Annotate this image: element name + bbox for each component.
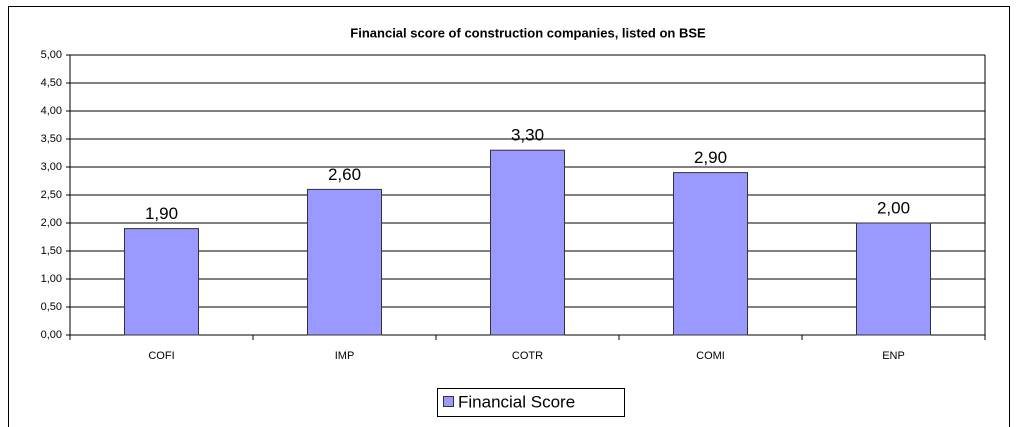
- y-tick-label: 0,00: [41, 329, 62, 341]
- bar: [856, 222, 931, 336]
- data-label: 3,30: [511, 126, 544, 145]
- x-tick-label: COMI: [696, 350, 725, 362]
- data-label: 2,90: [694, 148, 727, 167]
- data-label: 2,00: [877, 198, 910, 217]
- bar: [490, 149, 565, 336]
- bar: [124, 228, 199, 336]
- y-tick-label: 0,50: [41, 301, 62, 313]
- chart-title: Financial score of construction companie…: [350, 25, 706, 40]
- data-label: 1,90: [145, 204, 178, 223]
- legend-swatch: [443, 396, 454, 407]
- y-tick-label: 4,00: [41, 105, 62, 117]
- y-tick-label: 4,50: [41, 77, 62, 89]
- legend-label: Financial Score: [458, 392, 575, 411]
- x-tick-label: COFI: [148, 350, 174, 362]
- bar: [307, 188, 382, 336]
- y-tick-label: 2,00: [41, 217, 62, 229]
- y-tick-label: 1,00: [41, 273, 62, 285]
- y-tick-label: 3,50: [41, 133, 62, 145]
- y-tick-label: 5,00: [41, 49, 62, 61]
- data-label: 2,60: [328, 165, 361, 184]
- x-tick-label: ENP: [882, 350, 905, 362]
- y-tick-label: 3,00: [41, 161, 62, 173]
- bar: [673, 172, 748, 336]
- y-tick-label: 2,50: [41, 189, 62, 201]
- x-tick-label: IMP: [335, 350, 355, 362]
- legend-box: [437, 388, 625, 417]
- y-tick-label: 1,50: [41, 245, 62, 257]
- x-tick-label: COTR: [512, 350, 543, 362]
